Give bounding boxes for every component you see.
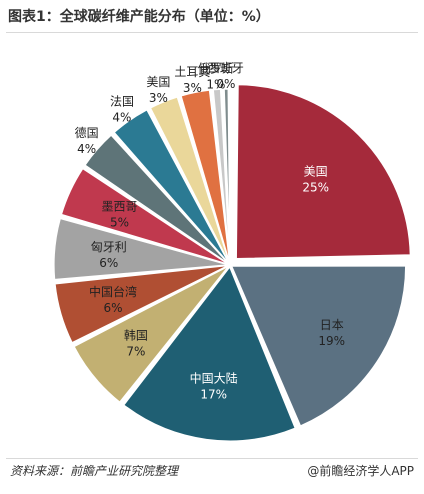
- chart-title: 图表1：全球碳纤维产能分布（单位：%）: [8, 9, 270, 25]
- pie-slice: [149, 96, 230, 264]
- slice-value-label: 4%: [77, 142, 96, 156]
- slice-value-label: 7%: [126, 344, 145, 358]
- slice-label: 俄罗斯: [198, 62, 234, 76]
- slice-label: 墨西哥: [102, 200, 138, 214]
- title-divider: [6, 32, 418, 33]
- pie-slice: [235, 84, 411, 260]
- source-note: 资料来源：前瞻产业研究院整理: [10, 464, 179, 478]
- slice-value-label: 0%: [216, 77, 235, 91]
- slice-label: 美国: [146, 75, 170, 89]
- slice-label: 美国: [304, 164, 328, 178]
- slice-value-label: 3%: [183, 81, 202, 95]
- slice-value-label: 6%: [103, 301, 122, 315]
- slice-label: 日本: [320, 318, 344, 332]
- slice-label: 中国大陆: [190, 371, 238, 386]
- slice-label: 德国: [75, 125, 99, 140]
- slice-label: 法国: [110, 95, 134, 109]
- slice-label: 韩国: [124, 327, 148, 342]
- slice-value-label: 5%: [110, 216, 129, 230]
- slice-label: 中国台湾: [89, 284, 137, 299]
- slice-value-label: 1%: [206, 78, 225, 92]
- pie-slice: [60, 167, 229, 265]
- pie-slice: [53, 217, 229, 281]
- slice-value-label: 4%: [112, 111, 131, 125]
- slice-value-label: 19%: [318, 334, 345, 348]
- pie-slice: [223, 88, 231, 264]
- footer-divider: [6, 458, 418, 459]
- slice-value-label: 25%: [302, 180, 329, 194]
- slice-value-label: 6%: [99, 256, 118, 270]
- pie-slice: [54, 264, 229, 344]
- pie-slice: [230, 265, 407, 427]
- pie-slice: [212, 88, 231, 264]
- pie-slice: [84, 134, 229, 265]
- pie-slice: [73, 265, 229, 403]
- brand-label: @前瞻经济学人APP: [307, 464, 414, 478]
- slice-label: 西班牙: [208, 61, 244, 75]
- pie-slice: [113, 109, 230, 264]
- slice-value-label: 3%: [149, 91, 168, 105]
- pie-slice: [123, 265, 296, 442]
- slice-label: 土耳其: [174, 65, 210, 79]
- slice-value-label: 17%: [200, 388, 227, 402]
- slice-label: 匈牙利: [91, 240, 127, 254]
- pie-slice: [180, 89, 231, 264]
